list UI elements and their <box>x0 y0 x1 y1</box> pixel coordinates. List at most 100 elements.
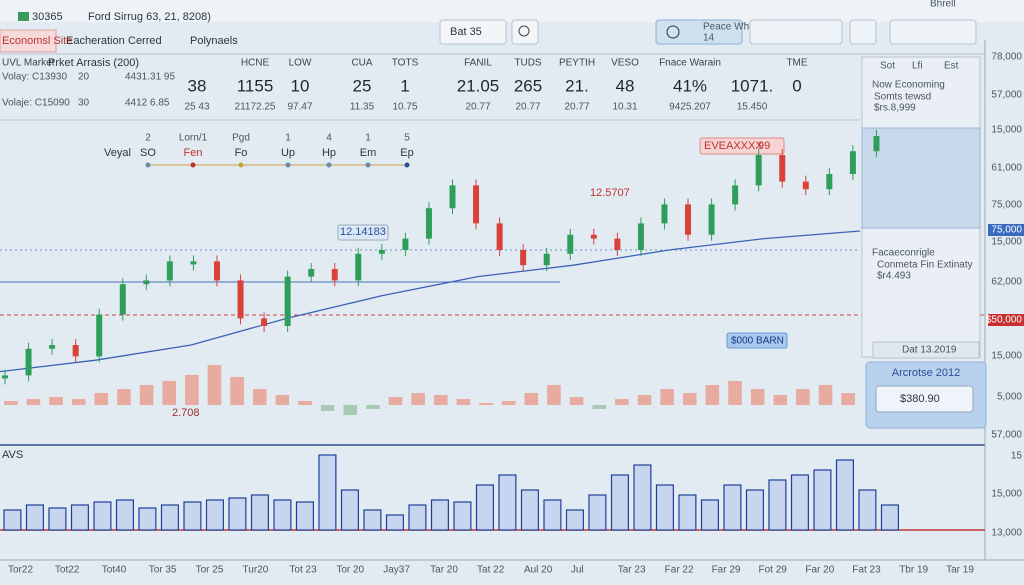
column-sub: 9425.207 <box>669 102 711 113</box>
indicator-dot <box>326 162 332 168</box>
x-axis-label: Far 22 <box>665 565 694 576</box>
date-label[interactable]: Dat 13.2019 <box>902 345 957 356</box>
candle <box>496 223 503 250</box>
indicator-label: Ep <box>400 147 413 159</box>
indicator-dot <box>238 162 244 168</box>
candle <box>119 284 126 315</box>
side-highlight <box>861 127 981 229</box>
volume-bar <box>273 499 292 531</box>
candle <box>2 375 8 379</box>
volume-bar <box>790 474 809 531</box>
price-label: 15,000 <box>991 489 1022 500</box>
x-axis-label: Tot22 <box>55 565 80 576</box>
x-axis-label: Jul <box>571 565 584 576</box>
volume-bar <box>700 499 719 531</box>
candle <box>802 181 809 190</box>
price-label: 57,000 <box>991 90 1022 101</box>
volume-bar <box>340 489 359 531</box>
tab[interactable]: Eacheration <box>66 35 125 47</box>
watch-select[interactable] <box>655 19 743 45</box>
interval[interactable]: Bat 35 <box>450 26 482 38</box>
column-sub: 20.77 <box>564 102 589 113</box>
column-head: TUDS <box>514 58 542 69</box>
candle <box>213 261 220 281</box>
oscillator-bar <box>750 389 765 405</box>
panel-value: $r4.493 <box>877 271 911 282</box>
indicator-dot <box>404 162 410 168</box>
panel-tab[interactable]: Sot <box>880 61 895 72</box>
oscillator-bar <box>524 393 539 405</box>
indicator-label: Hp <box>322 147 336 159</box>
oscillator-bar <box>682 393 697 405</box>
x-axis-label: Aul 20 <box>524 565 553 576</box>
price-label: 75,000 <box>991 200 1022 211</box>
column-value: 265 <box>514 76 542 95</box>
candle <box>49 345 56 349</box>
column-value: 10 <box>291 76 310 95</box>
volume-bar <box>295 501 314 531</box>
price-marker <box>988 224 1024 236</box>
volume-bar <box>25 504 44 531</box>
column-head: CUA <box>351 58 372 69</box>
alert-badge <box>699 137 785 155</box>
column-sub: 20.77 <box>515 102 540 113</box>
dropdown[interactable] <box>749 19 843 45</box>
x-axis-label: Tot 23 <box>289 565 317 576</box>
watch-sub[interactable]: 14 <box>703 33 715 44</box>
tab[interactable]: Economsl Site <box>2 35 72 47</box>
volume-bar <box>363 509 382 531</box>
panel-tab[interactable]: Est <box>944 61 959 72</box>
search-value[interactable]: $380.90 <box>900 393 940 405</box>
candle <box>190 261 197 265</box>
candle <box>355 253 362 281</box>
oscillator-bar <box>388 397 403 405</box>
indicator-label: Em <box>360 147 377 159</box>
candle <box>166 261 173 281</box>
trash-button[interactable] <box>849 19 877 45</box>
oscillator-bar <box>230 377 244 405</box>
indicator-dot <box>365 162 371 168</box>
candle <box>261 318 268 326</box>
candle <box>402 238 409 250</box>
column-value: 0 <box>792 76 801 95</box>
volume-bar <box>543 499 562 531</box>
oscillator-bar <box>275 395 290 405</box>
candle <box>425 208 432 239</box>
panel-tab[interactable]: Lfi <box>912 61 923 72</box>
tab-active[interactable] <box>0 29 57 53</box>
search-input[interactable] <box>875 385 974 413</box>
volume-bar <box>655 484 674 531</box>
window-title: Ford Sirrug 63, 21, 8208) <box>88 11 211 23</box>
interval-select[interactable] <box>439 19 507 45</box>
oscillator-bar <box>456 399 471 405</box>
search-button[interactable] <box>511 19 539 45</box>
tab[interactable]: Cerred <box>128 35 162 47</box>
panel-title: Now Economing <box>872 80 945 91</box>
watch[interactable]: Peace Wh <box>703 22 749 33</box>
price-label: 57,000 <box>991 430 1022 441</box>
row-value: 30 <box>78 98 90 109</box>
candle <box>849 151 856 174</box>
tab[interactable]: Polynaels <box>190 35 238 47</box>
volume-bar <box>813 469 832 531</box>
candle <box>732 185 739 205</box>
price-label: 15,000 <box>991 237 1022 248</box>
badge <box>726 332 788 349</box>
candle <box>331 269 338 281</box>
indicator-dot <box>285 162 291 168</box>
price-label: 15 <box>1011 451 1023 462</box>
price-label: 15,000 <box>991 351 1022 362</box>
oscillator-bar <box>660 389 674 405</box>
x-axis-label: Tar 23 <box>618 565 646 576</box>
column-value: 25 <box>353 76 372 95</box>
dropdown[interactable] <box>889 19 977 45</box>
volume-bar <box>768 479 787 531</box>
column-value: 21.05 <box>457 76 500 95</box>
date-box[interactable] <box>872 341 980 359</box>
oscillator-bar <box>207 365 222 405</box>
x-axis-label: Tur20 <box>243 565 269 576</box>
candle <box>590 234 597 239</box>
panel-value: $rs.8,999 <box>874 103 916 114</box>
candle <box>779 155 786 182</box>
volume-bar <box>723 484 742 531</box>
